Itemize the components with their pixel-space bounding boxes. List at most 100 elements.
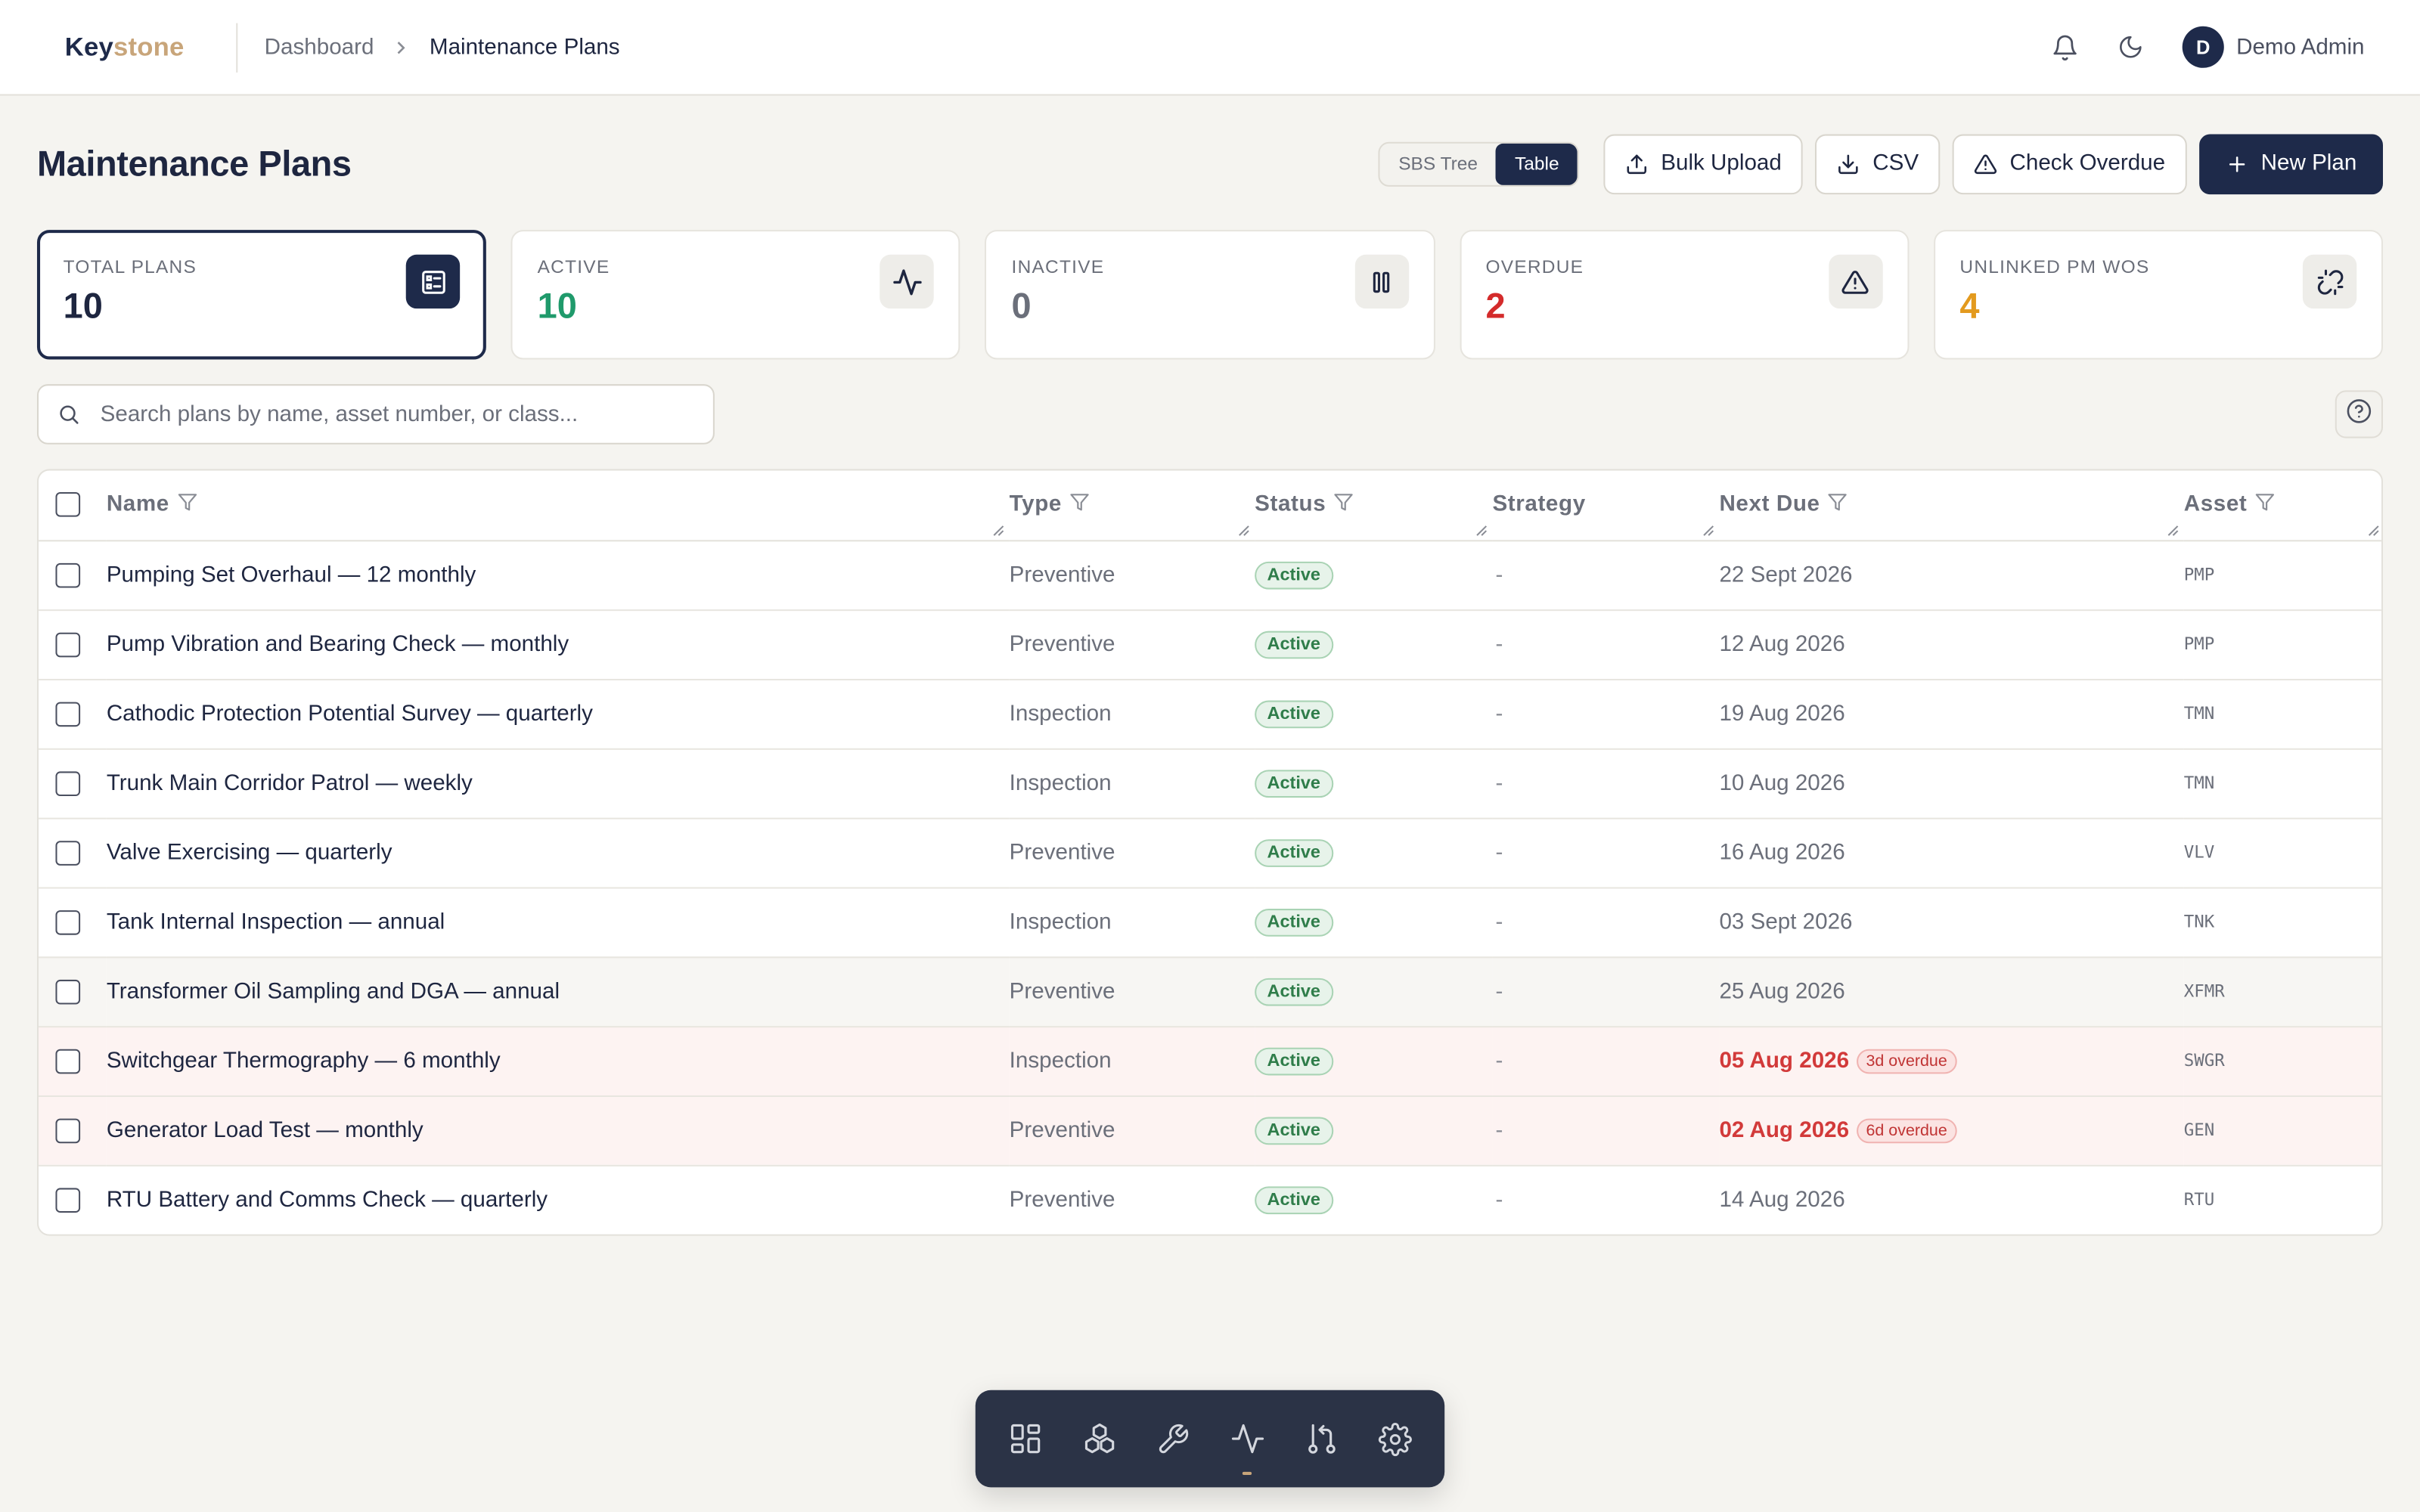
plan-asset[interactable]: TNK [2183, 887, 2381, 958]
check-overdue-button[interactable]: Check Overdue [1952, 133, 2187, 194]
overdue-badge: 6d overdue [1857, 1117, 1957, 1143]
column-header-type[interactable]: Type [1009, 470, 1255, 541]
table-row[interactable]: Pump Vibration and Bearing Check — month… [39, 609, 2381, 680]
plan-name[interactable]: RTU Battery and Comms Check — quarterly [106, 1187, 548, 1213]
bell-icon[interactable] [2049, 32, 2080, 63]
plan-next-due-cell: 25 Aug 2026 [1719, 956, 2184, 1027]
row-checkbox[interactable] [55, 1117, 81, 1143]
column-header-status[interactable]: Status [1255, 470, 1493, 541]
view-toggle-table[interactable]: Table [1496, 142, 1578, 184]
activity-icon[interactable] [1224, 1415, 1270, 1474]
stat-card-inactive[interactable]: INACTIVE 0 [985, 230, 1435, 360]
column-header-asset[interactable]: Asset [2183, 470, 2381, 541]
row-checkbox[interactable] [55, 909, 81, 934]
table-row[interactable]: Transformer Oil Sampling and DGA — annua… [39, 956, 2381, 1027]
plan-asset[interactable]: TMN [2183, 748, 2381, 819]
plan-name[interactable]: Switchgear Thermography — 6 monthly [106, 1026, 1010, 1096]
plan-name[interactable]: Trunk Main Corridor Patrol — weekly [106, 748, 1010, 819]
csv-export-button[interactable]: CSV [1815, 133, 1941, 194]
stat-card-active[interactable]: ACTIVE 10 [510, 230, 961, 360]
table-row[interactable]: Valve Exercising — quarterly Preventive … [39, 817, 2381, 888]
plan-strategy: - [1492, 887, 1720, 958]
table-row[interactable]: Pumping Set Overhaul — 12 monthly Preven… [39, 540, 2381, 611]
plan-name[interactable]: Generator Load Test — monthly [106, 1095, 1010, 1166]
help-button[interactable] [2335, 390, 2383, 438]
row-checkbox[interactable] [55, 562, 81, 587]
row-checkbox[interactable] [55, 631, 81, 657]
table-row[interactable]: Tank Internal Inspection — annual Inspec… [39, 887, 2381, 958]
row-checkbox[interactable] [55, 1048, 81, 1074]
row-checkbox[interactable] [55, 770, 81, 796]
column-header-strategy[interactable]: Strategy [1492, 470, 1720, 541]
title-row: Maintenance Plans SBS Tree Table Bulk Up… [0, 133, 2420, 195]
strategy-value: - [1495, 631, 1503, 657]
column-label: Type [1009, 492, 1063, 518]
stat-card-overdue[interactable]: OVERDUE 2 [1459, 230, 1910, 360]
plan-next-due-cell: 14 Aug 2026 [1719, 1165, 2183, 1235]
plan-name[interactable]: Pumping Set Overhaul — 12 monthly [106, 540, 1010, 611]
settings-icon[interactable] [1372, 1415, 1418, 1461]
table-row[interactable]: Generator Load Test — monthly Preventive… [39, 1095, 2381, 1166]
resize-handle-icon[interactable] [2167, 524, 2179, 536]
filter-icon[interactable] [2255, 493, 2276, 513]
select-all-checkbox[interactable] [55, 492, 81, 518]
next-due-date: 25 Aug 2026 [1719, 978, 1845, 1004]
assets-icon[interactable] [1075, 1415, 1122, 1461]
plan-asset[interactable]: GEN [2183, 1095, 2381, 1166]
status-badge: Active [1255, 560, 1333, 589]
column-header-name[interactable]: Name [106, 470, 1010, 541]
resize-handle-icon[interactable] [992, 524, 1004, 536]
row-checkbox[interactable] [55, 701, 81, 727]
chevron-right-icon [394, 35, 409, 60]
dashboard-icon[interactable] [1001, 1415, 1047, 1461]
plan-name[interactable]: Pump Vibration and Bearing Check — month… [106, 609, 1010, 680]
workflow-icon[interactable] [1298, 1415, 1344, 1461]
stat-card-total-plans[interactable]: TOTAL PLANS 10 [36, 230, 487, 360]
plan-asset[interactable]: XFMR [2183, 956, 2381, 1027]
resize-handle-icon[interactable] [1475, 524, 1488, 536]
strategy-value: - [1495, 1048, 1503, 1074]
resize-handle-icon[interactable] [2368, 524, 2380, 536]
table-row[interactable]: Cathodic Protection Potential Survey — q… [39, 678, 2381, 749]
moon-icon[interactable] [2116, 32, 2147, 63]
bulk-upload-button[interactable]: Bulk Upload [1603, 133, 1804, 194]
plan-name[interactable]: Tank Internal Inspection — annual [106, 887, 1010, 958]
plans-table: Name Type Status Strategy Next Due Asset… [36, 469, 2383, 1236]
table-row[interactable]: RTU Battery and Comms Check — quarterly … [39, 1165, 2381, 1235]
row-checkbox[interactable] [55, 1188, 81, 1213]
plan-asset[interactable]: SWGR [2183, 1026, 2381, 1096]
plan-name[interactable]: Cathodic Protection Potential Survey — q… [106, 678, 1010, 749]
plan-name[interactable]: Valve Exercising — quarterly [106, 817, 1010, 888]
plan-asset[interactable]: RTU [2183, 1189, 2215, 1210]
plan-name[interactable]: Transformer Oil Sampling and DGA — annua… [106, 956, 1010, 1027]
filter-icon[interactable] [1828, 493, 1848, 513]
plan-type: Inspection [1009, 678, 1255, 749]
plan-asset[interactable]: PMP [2183, 540, 2381, 611]
plan-asset[interactable]: PMP [2183, 609, 2381, 680]
table-row[interactable]: Trunk Main Corridor Patrol — weekly Insp… [39, 748, 2381, 819]
filter-icon[interactable] [1334, 493, 1354, 513]
brand-logo[interactable]: Key stone [65, 22, 238, 72]
resize-handle-icon[interactable] [1702, 524, 1714, 536]
table-row[interactable]: Switchgear Thermography — 6 monthly Insp… [39, 1026, 2381, 1096]
plan-strategy: - [1492, 956, 1720, 1027]
filter-icon[interactable] [1069, 493, 1090, 513]
view-toggle-sbs-tree[interactable]: SBS Tree [1398, 153, 1478, 175]
row-checkbox[interactable] [55, 979, 81, 1004]
plan-asset[interactable]: TMN [2183, 678, 2381, 749]
filter-icon[interactable] [177, 493, 197, 513]
wrench-icon[interactable] [1150, 1415, 1196, 1461]
breadcrumb-dashboard-link[interactable]: Dashboard [264, 34, 374, 60]
resize-handle-icon[interactable] [1238, 524, 1250, 536]
plan-type: Preventive [1009, 956, 1255, 1027]
stat-card-unlinked-pm-wos[interactable]: UNLINKED PM WOS 4 [1933, 230, 2384, 360]
user-name[interactable]: Demo Admin [2236, 34, 2365, 60]
new-plan-button[interactable]: New Plan [2199, 133, 2383, 194]
search-input[interactable] [100, 401, 687, 427]
activity-icon [880, 254, 935, 309]
row-checkbox[interactable] [55, 840, 81, 866]
avatar[interactable]: D [2182, 26, 2224, 68]
column-header-next-due[interactable]: Next Due [1719, 470, 2184, 541]
strategy-value: - [1495, 909, 1503, 934]
plan-asset[interactable]: VLV [2183, 817, 2381, 888]
